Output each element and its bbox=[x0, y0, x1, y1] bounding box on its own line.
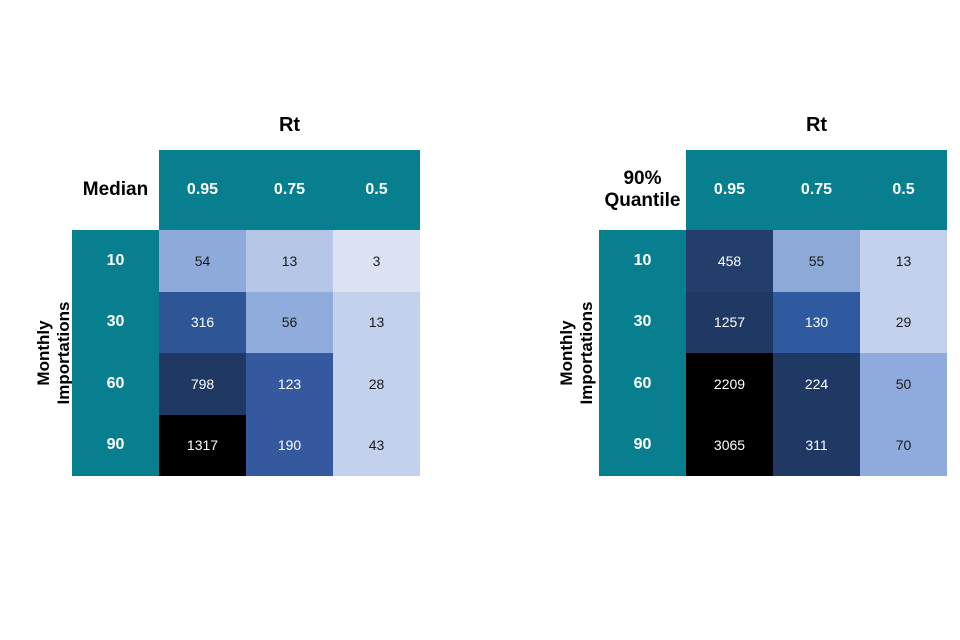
left-row-axis-title-line1: Monthly bbox=[34, 320, 53, 386]
left-row-axis-title: Monthly Importations bbox=[33, 268, 75, 438]
heatmap-cell: 2209 bbox=[686, 353, 773, 415]
corner-stat-label-line2: Quantile bbox=[604, 190, 681, 211]
corner-stat-label-line1: Median bbox=[82, 179, 149, 200]
heatmap-cell: 50 bbox=[860, 353, 947, 415]
left-row-axis-title-line2: Importations bbox=[54, 301, 73, 405]
row-header: 90 bbox=[599, 414, 686, 476]
row-header: 10 bbox=[599, 230, 686, 292]
corner-stat-label: Median bbox=[72, 150, 159, 230]
row-header: 60 bbox=[599, 353, 686, 415]
heatmap-cell: 1317 bbox=[159, 414, 246, 476]
quantile-heatmap: 90% Quantile 0.95 0.75 0.5 10 458 55 13 … bbox=[599, 150, 947, 476]
right-row-axis-title-line1: Monthly bbox=[557, 320, 576, 386]
heatmap-cell: 13 bbox=[333, 291, 420, 353]
heatmap-cell: 130 bbox=[773, 291, 860, 353]
right-row-axis-title: Monthly Importations bbox=[556, 268, 598, 438]
row-header: 30 bbox=[599, 291, 686, 353]
heatmap-cell: 13 bbox=[246, 230, 333, 292]
left-column-axis-title: Rt bbox=[278, 114, 301, 136]
corner-stat-label-line1: 90% bbox=[623, 168, 662, 189]
heatmap-cell: 798 bbox=[159, 353, 246, 415]
heatmap-cell: 190 bbox=[246, 414, 333, 476]
right-row-axis-title-line2: Importations bbox=[577, 301, 596, 405]
heatmap-cell: 54 bbox=[159, 230, 246, 292]
median-heatmap: Median 0.95 0.75 0.5 10 54 13 3 30 316 5… bbox=[72, 150, 420, 476]
column-header: 0.75 bbox=[773, 150, 860, 230]
column-header: 0.5 bbox=[333, 150, 420, 230]
heatmap-cell: 1257 bbox=[686, 291, 773, 353]
heatmap-cell: 458 bbox=[686, 230, 773, 292]
row-header: 60 bbox=[72, 353, 159, 415]
heatmap-cell: 70 bbox=[860, 414, 947, 476]
corner-stat-label: 90% Quantile bbox=[599, 150, 686, 230]
heatmap-cell: 3 bbox=[333, 230, 420, 292]
row-header: 10 bbox=[72, 230, 159, 292]
heatmap-cell: 43 bbox=[333, 414, 420, 476]
heatmap-cell: 224 bbox=[773, 353, 860, 415]
column-header: 0.95 bbox=[686, 150, 773, 230]
row-header: 90 bbox=[72, 414, 159, 476]
column-header: 0.5 bbox=[860, 150, 947, 230]
heatmap-cell: 55 bbox=[773, 230, 860, 292]
right-column-axis-title: Rt bbox=[805, 114, 828, 136]
heatmap-cell: 13 bbox=[860, 230, 947, 292]
heatmap-cell: 311 bbox=[773, 414, 860, 476]
heatmap-cell: 28 bbox=[333, 353, 420, 415]
heatmap-cell: 56 bbox=[246, 291, 333, 353]
row-header: 30 bbox=[72, 291, 159, 353]
heatmap-cell: 123 bbox=[246, 353, 333, 415]
heatmap-cell: 29 bbox=[860, 291, 947, 353]
heatmap-cell: 316 bbox=[159, 291, 246, 353]
heatmap-cell: 3065 bbox=[686, 414, 773, 476]
column-header: 0.95 bbox=[159, 150, 246, 230]
column-header: 0.75 bbox=[246, 150, 333, 230]
